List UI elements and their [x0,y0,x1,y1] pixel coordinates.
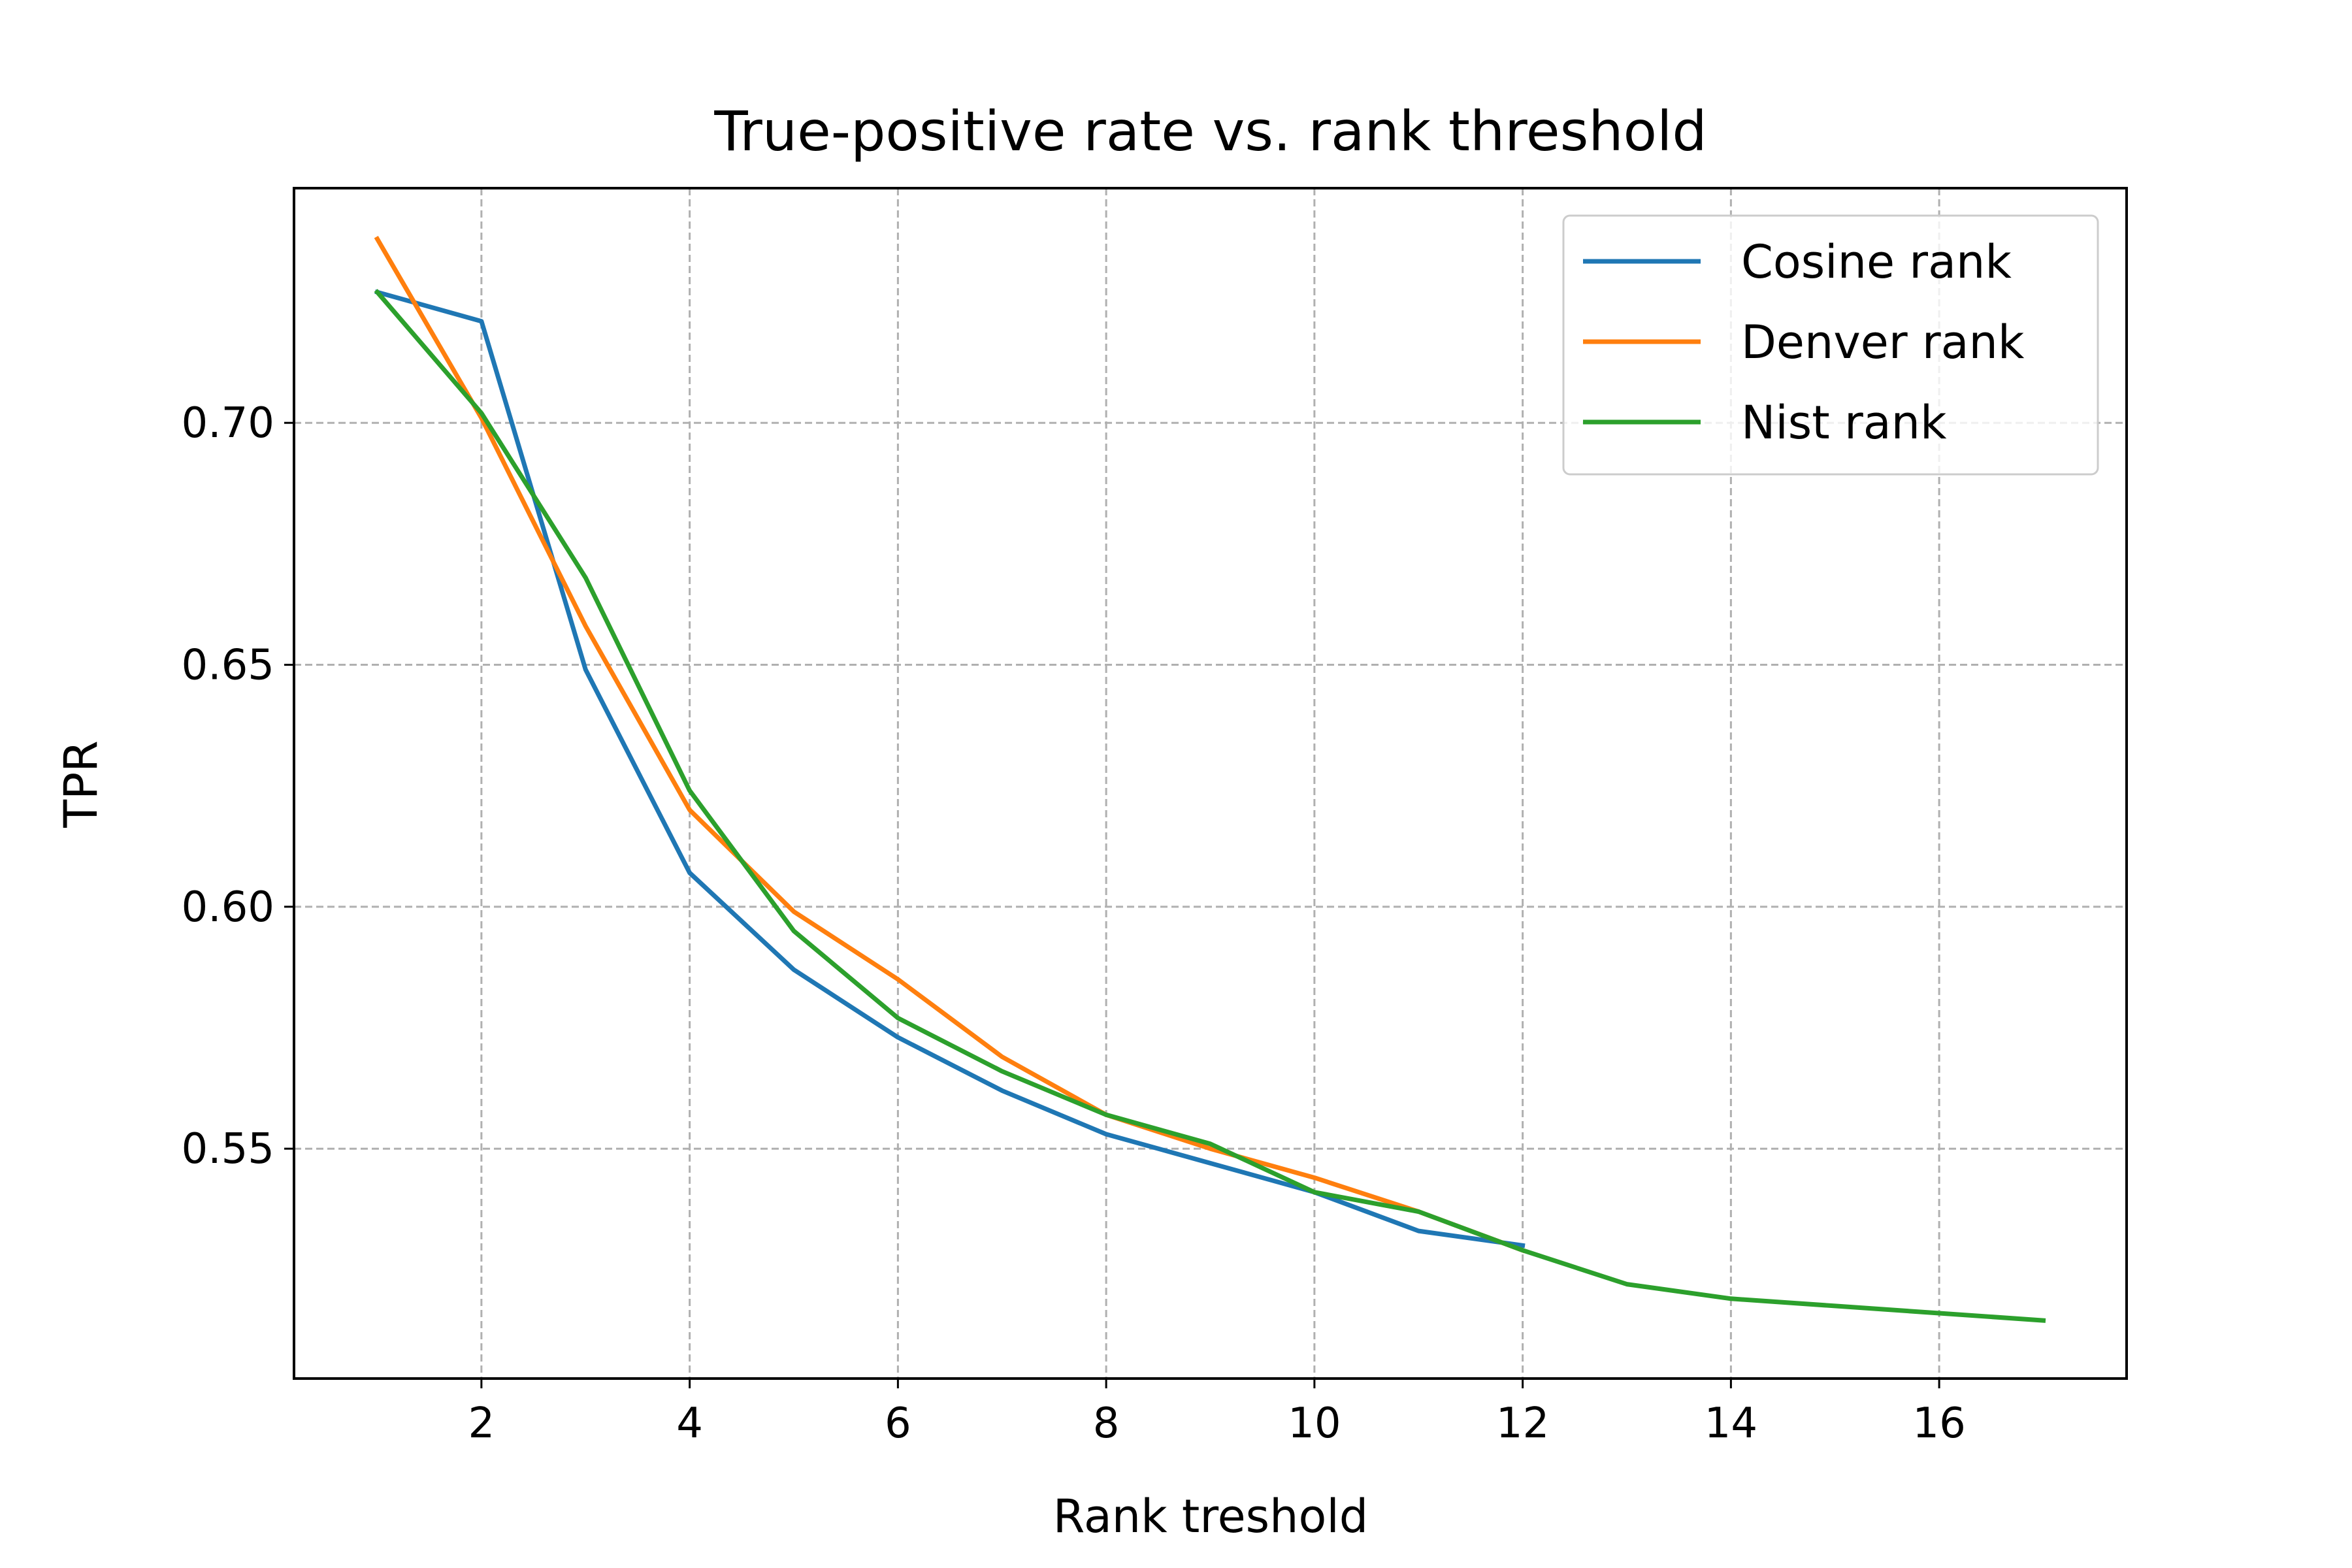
x-tick-label: 16 [1912,1399,1965,1448]
chart-title: True-positive rate vs. rank threshold [713,99,1707,163]
x-tick-label: 8 [1093,1399,1120,1448]
x-tick-label: 6 [885,1399,911,1448]
x-tick-label: 2 [468,1399,495,1448]
x-tick-label: 10 [1288,1399,1341,1448]
x-axis: 2 4 6 8 10 12 14 16 [468,1379,1966,1448]
legend-label: Cosine rank [1741,235,2012,289]
y-tick-label: 0.60 [182,883,275,932]
y-tick-label: 0.55 [182,1125,275,1173]
series-layer [374,236,2046,1323]
y-tick-label: 0.70 [182,399,275,448]
y-axis: 0.55 0.60 0.65 0.70 [182,399,294,1173]
x-tick-label: 12 [1496,1399,1549,1448]
legend-label: Nist rank [1741,396,1947,449]
legend-box [1562,214,2099,476]
legend: Cosine rank Denver rank Nist rank [1562,214,2099,476]
plot-frame [293,187,2128,1380]
x-axis-label: Rank treshold [1053,1490,1368,1543]
grid [294,188,2127,1379]
y-tick-label: 0.65 [182,642,275,690]
x-tick-label: 14 [1705,1399,1757,1448]
series-line-denver-rank [374,236,1526,1254]
x-tick-label: 4 [676,1399,703,1448]
series-line-cosine-rank [374,289,1526,1249]
y-axis-label: TPR [54,740,108,828]
series-line-nist-rank [374,289,2046,1323]
legend-label: Denver rank [1741,316,2025,369]
